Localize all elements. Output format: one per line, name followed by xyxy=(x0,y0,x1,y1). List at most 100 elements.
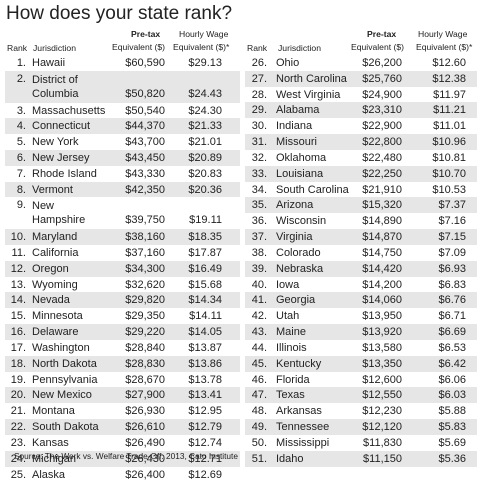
row-rank: 50. xyxy=(251,436,267,449)
row-rank: 1. xyxy=(16,57,26,69)
row-jurisdiction: Hawaii xyxy=(32,57,66,69)
row-jurisdiction: Oregon xyxy=(32,262,69,275)
table-header: Rank Jurisdiction Pre-tax Equivalent ($)… xyxy=(5,27,240,55)
row-pretax: $60,590 xyxy=(125,57,165,69)
row-wage: $12.69 xyxy=(188,468,222,481)
row-pretax: $44,370 xyxy=(125,120,165,133)
table-row: 2. District of Columbia $50,820 $24.43 xyxy=(5,70,240,103)
row-jurisdiction: Kentucky xyxy=(276,357,322,370)
table-row: 10. Maryland $38,160 $18.35 xyxy=(5,229,240,245)
table-row: 51. Idaho $11,150 $5.36 xyxy=(245,450,477,467)
row-jurisdiction: Pennsylvania xyxy=(32,373,98,386)
row-wage: $24.43 xyxy=(188,87,222,100)
header-rank: Rank xyxy=(7,43,28,53)
row-wage: $20.89 xyxy=(188,151,222,164)
table-row: 24. Michigan $26,430 $12.71 xyxy=(5,450,240,467)
table-row: 17. Washington $28,840 $13.87 xyxy=(5,340,240,356)
row-jurisdiction: Colorado xyxy=(276,246,321,259)
row-wage: $6.53 xyxy=(438,341,466,354)
row-pretax: $14,420 xyxy=(362,262,402,275)
table-row: 8. Vermont $42,350 $20.36 xyxy=(5,181,240,198)
row-jurisdiction: Rhode Island xyxy=(32,167,97,180)
table-row: 38. Colorado $14,750 $7.09 xyxy=(245,245,477,261)
row-wage: $6.76 xyxy=(438,294,466,307)
row-rank: 30. xyxy=(251,120,267,133)
row-rank: 19. xyxy=(10,373,26,386)
row-wage: $6.83 xyxy=(438,278,466,291)
row-wage: $10.70 xyxy=(432,167,466,180)
row-rank: 39. xyxy=(251,262,267,275)
row-jurisdiction-line: District of xyxy=(32,73,78,86)
row-pretax: $23,310 xyxy=(362,104,402,117)
row-jurisdiction-line: Columbia xyxy=(32,87,79,100)
row-wage: $5.83 xyxy=(438,421,466,434)
row-rank: 3. xyxy=(16,104,26,117)
row-wage: $12.74 xyxy=(188,436,222,449)
row-rank: 15. xyxy=(10,310,26,323)
row-wage: $5.69 xyxy=(438,436,466,449)
row-pretax: $29,820 xyxy=(125,294,165,307)
row-jurisdiction: Nevada xyxy=(32,294,70,307)
row-pretax: $29,350 xyxy=(125,310,165,323)
row-pretax: $14,060 xyxy=(362,294,402,307)
table-row: 20. New Mexico $27,900 $13.41 xyxy=(5,387,240,404)
table-row: 6. New Jersey $43,450 $20.89 xyxy=(5,149,240,166)
row-wage: $20.83 xyxy=(188,167,222,180)
row-jurisdiction: Florida xyxy=(276,373,310,386)
row-rank: 12. xyxy=(10,262,26,275)
row-jurisdiction: Oklahoma xyxy=(276,151,327,164)
row-wage: $7.09 xyxy=(438,246,466,259)
row-wage: $10.81 xyxy=(432,151,466,164)
row-rank: 33. xyxy=(251,167,267,180)
row-wage: $29.13 xyxy=(188,57,222,69)
row-wage: $6.06 xyxy=(438,373,466,386)
row-wage: $17.87 xyxy=(188,246,222,259)
row-jurisdiction: Michigan xyxy=(32,452,77,465)
row-pretax: $22,480 xyxy=(362,151,402,164)
row-rank: 37. xyxy=(251,231,267,244)
row-rank: 7. xyxy=(16,167,26,180)
row-pretax: $12,600 xyxy=(362,373,402,386)
row-pretax: $28,670 xyxy=(125,373,165,386)
source-note: Source: The Work vs. Welfare Trade-Off: … xyxy=(14,451,238,461)
table-row: 33. Louisiana $22,250 $10.70 xyxy=(245,165,477,182)
table-row: 47. Texas $12,550 $6.03 xyxy=(245,387,477,404)
row-wage: $7.15 xyxy=(438,231,466,244)
row-wage: $6.42 xyxy=(438,357,466,370)
header-pretax-line1: Pre-tax xyxy=(131,29,161,39)
row-pretax: $14,750 xyxy=(362,246,402,259)
table-row: 22. South Dakota $26,610 $12.79 xyxy=(5,419,240,435)
row-rank: 21. xyxy=(10,405,26,418)
table-row: 26. Ohio $26,200 $12.60 xyxy=(245,55,477,71)
row-jurisdiction: Wyoming xyxy=(32,278,78,291)
row-wage: $20.36 xyxy=(188,183,222,196)
row-wage: $21.01 xyxy=(188,136,222,149)
table-row: 18. North Dakota $28,830 $13.86 xyxy=(5,355,240,372)
table-row: 32. Oklahoma $22,480 $10.81 xyxy=(245,150,477,166)
row-pretax: $50,820 xyxy=(125,87,165,100)
row-rank: 4. xyxy=(16,120,26,133)
table-row: 5. New York $43,700 $21.01 xyxy=(5,134,240,150)
table-row: 21. Montana $26,930 $12.95 xyxy=(5,403,240,419)
table-row: 16. Delaware $29,220 $14.05 xyxy=(5,324,240,340)
row-pretax: $43,450 xyxy=(125,151,165,164)
row-jurisdiction: Idaho xyxy=(276,452,304,465)
table-row: 49. Tennessee $12,120 $5.83 xyxy=(245,419,477,435)
row-wage: $18.35 xyxy=(188,231,222,244)
row-rank: 11. xyxy=(11,246,26,259)
table-row: 35. Arizona $15,320 $7.37 xyxy=(245,197,477,214)
row-jurisdiction-line: Hampshire xyxy=(32,214,86,227)
row-pretax: $28,840 xyxy=(125,341,165,354)
row-pretax: $22,800 xyxy=(362,136,402,149)
row-wage: $24.30 xyxy=(188,104,222,117)
table-header: Rank Jurisdiction Pre-tax Equivalent ($)… xyxy=(245,27,477,55)
header-wage-line2: Equivalent ($)* xyxy=(416,42,473,52)
row-rank: 23. xyxy=(10,436,26,449)
row-jurisdiction: California xyxy=(32,246,79,259)
row-jurisdiction: Washington xyxy=(32,341,90,354)
row-jurisdiction: Illinois xyxy=(276,341,307,354)
row-pretax: $14,200 xyxy=(362,278,402,291)
table-row: 31. Missouri $22,800 $10.96 xyxy=(245,134,477,150)
row-pretax: $39,750 xyxy=(125,214,165,227)
row-rank: 43. xyxy=(251,326,267,339)
